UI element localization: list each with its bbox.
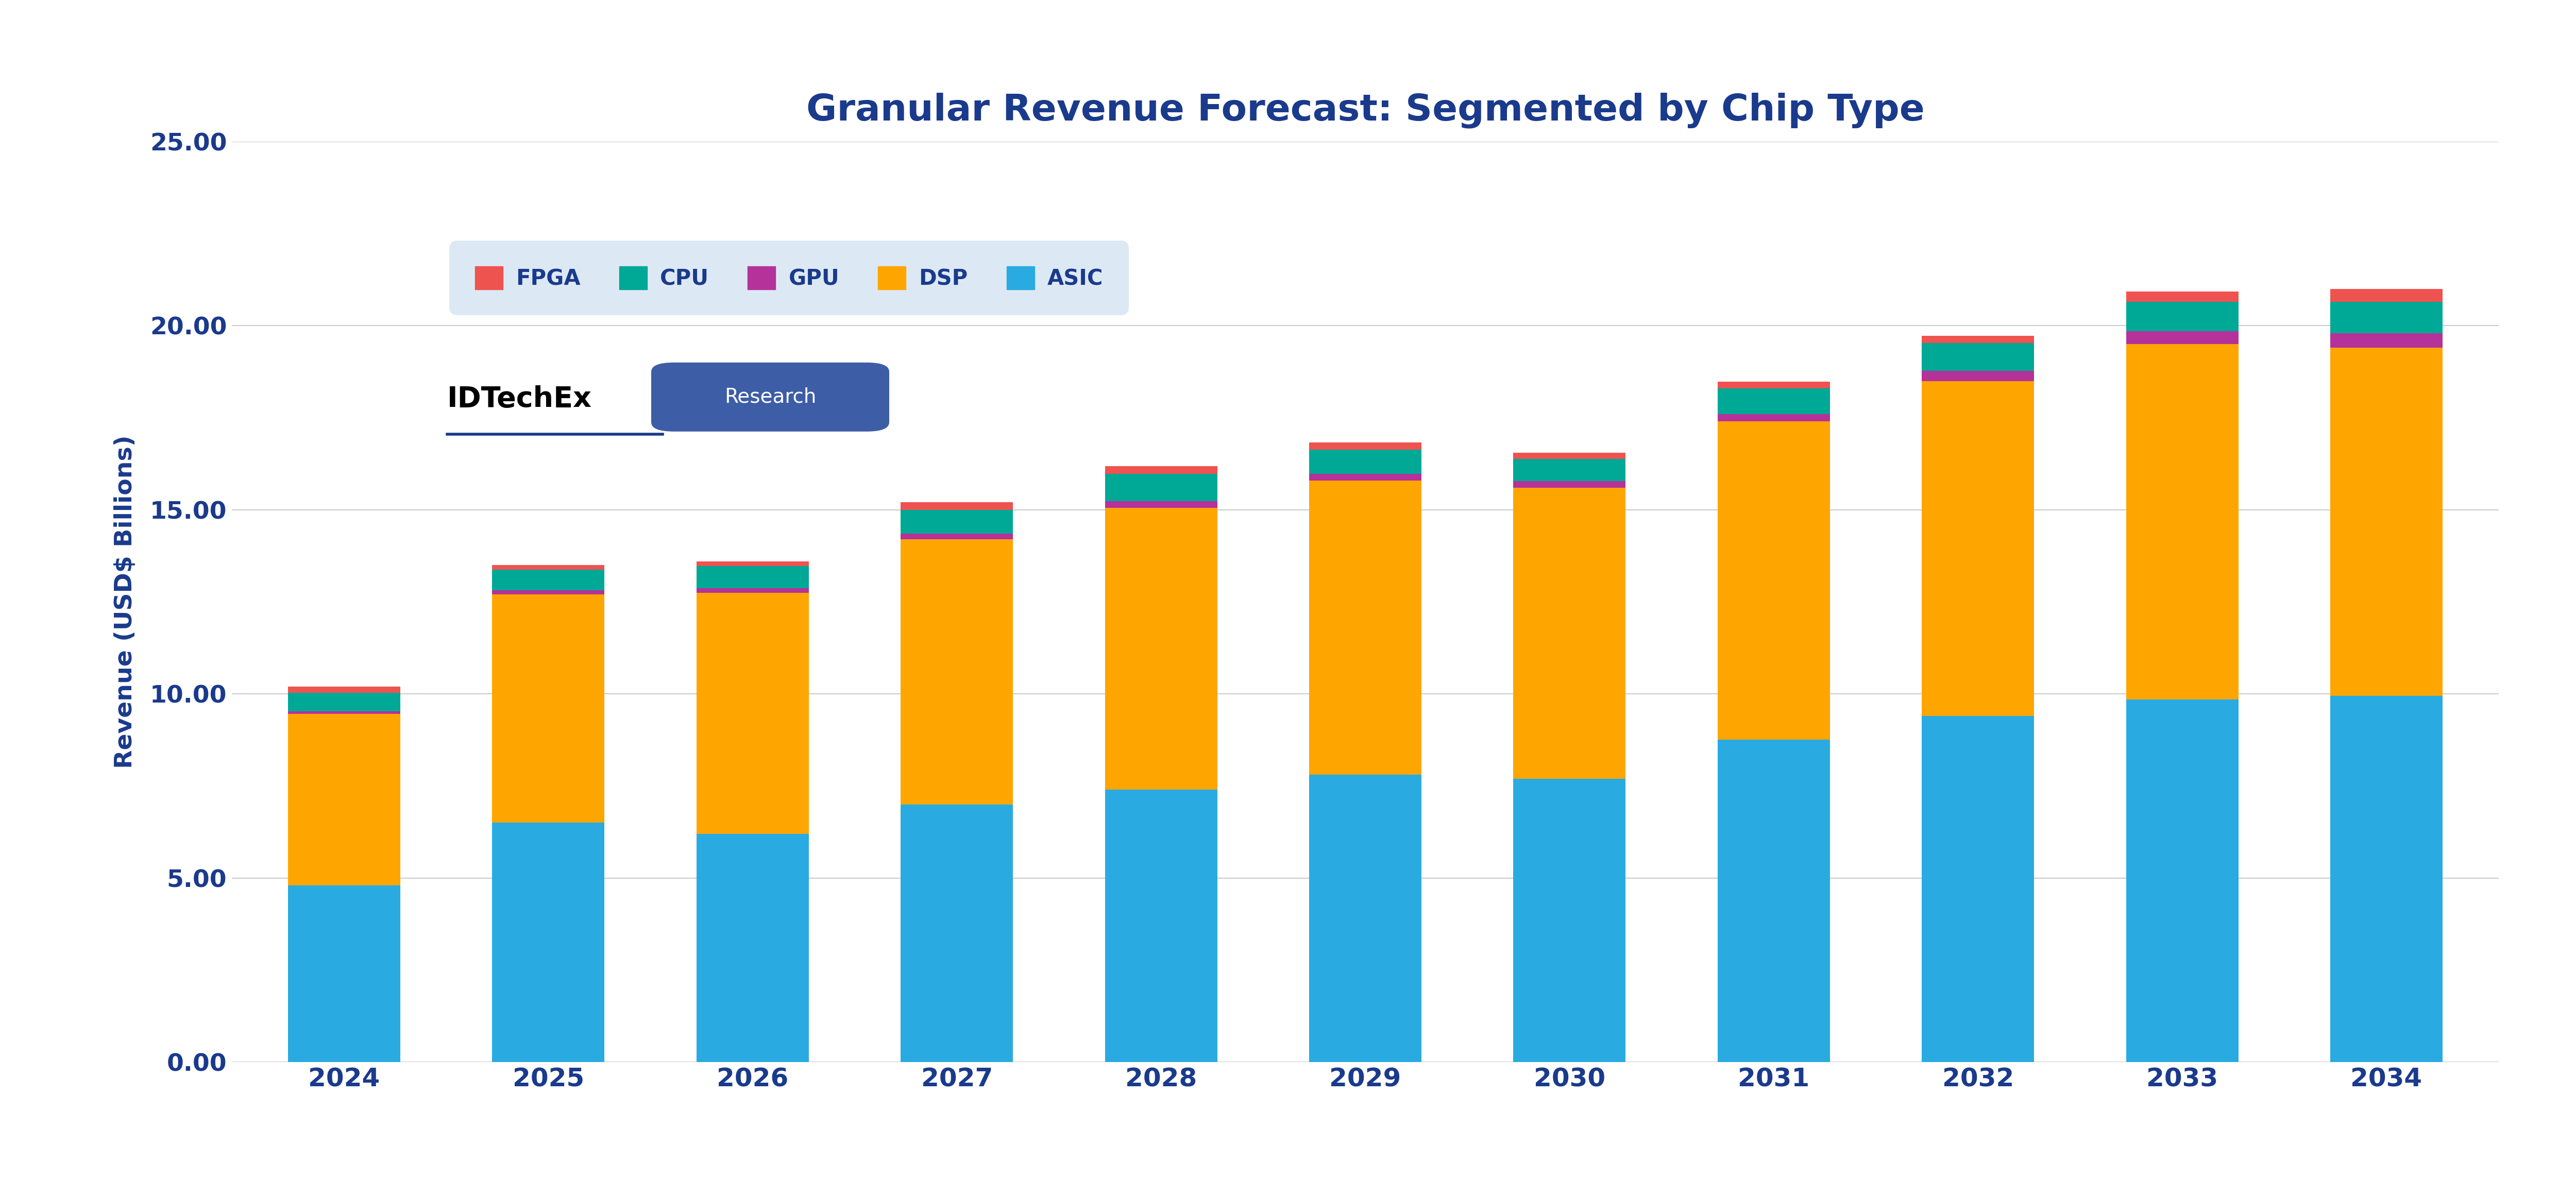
Bar <box>289 885 399 1062</box>
Bar <box>696 592 809 834</box>
Bar <box>1309 450 1422 473</box>
Bar <box>1105 507 1218 789</box>
Bar <box>1512 779 1625 1062</box>
Bar <box>902 539 1012 805</box>
Bar <box>2331 333 2442 348</box>
Y-axis label: Revenue (USD$ Billions): Revenue (USD$ Billions) <box>113 435 137 768</box>
Bar <box>902 805 1012 1062</box>
Bar <box>1512 487 1625 779</box>
Bar <box>1309 473 1422 480</box>
Bar <box>1718 740 1829 1062</box>
Title: Granular Revenue Forecast: Segmented by Chip Type: Granular Revenue Forecast: Segmented by … <box>806 92 1924 129</box>
Bar <box>1309 775 1422 1062</box>
Bar <box>492 822 605 1062</box>
Bar <box>1922 371 2035 381</box>
Bar <box>1718 381 1829 388</box>
Bar <box>2331 696 2442 1062</box>
Bar <box>1922 716 2035 1062</box>
Bar <box>289 693 399 712</box>
Bar <box>696 834 809 1062</box>
Bar <box>2125 302 2239 332</box>
Bar <box>289 712 399 714</box>
Bar <box>1718 388 1829 414</box>
Bar <box>289 687 399 693</box>
Bar <box>696 562 809 566</box>
Bar <box>2125 291 2239 302</box>
Text: IDTechEx: IDTechEx <box>448 386 592 413</box>
Bar <box>1105 789 1218 1062</box>
Bar <box>902 510 1012 533</box>
Bar <box>1105 473 1218 502</box>
Bar <box>2125 345 2239 700</box>
Bar <box>1922 343 2035 371</box>
Bar <box>1105 466 1218 473</box>
Bar <box>1512 453 1625 459</box>
Bar <box>1922 381 2035 716</box>
Bar <box>492 565 605 570</box>
Bar <box>2125 700 2239 1062</box>
Text: Research: Research <box>724 387 817 407</box>
Bar <box>1512 459 1625 481</box>
Bar <box>1309 443 1422 450</box>
Bar <box>1718 414 1829 421</box>
Bar <box>696 566 809 588</box>
Bar <box>492 570 605 590</box>
Bar <box>902 503 1012 510</box>
Bar <box>1718 421 1829 740</box>
Bar <box>1309 480 1422 775</box>
Bar <box>2125 332 2239 345</box>
Bar <box>2331 348 2442 696</box>
Bar <box>2331 289 2442 302</box>
Bar <box>492 590 605 595</box>
Bar <box>696 588 809 592</box>
Bar <box>289 714 399 885</box>
Legend: FPGA, CPU, GPU, DSP, ASIC: FPGA, CPU, GPU, DSP, ASIC <box>459 249 1121 307</box>
Bar <box>1105 502 1218 507</box>
Bar <box>492 595 605 822</box>
Bar <box>1512 481 1625 487</box>
Bar <box>902 533 1012 539</box>
Bar <box>1922 335 2035 343</box>
FancyBboxPatch shape <box>652 362 889 432</box>
Bar <box>2331 302 2442 333</box>
